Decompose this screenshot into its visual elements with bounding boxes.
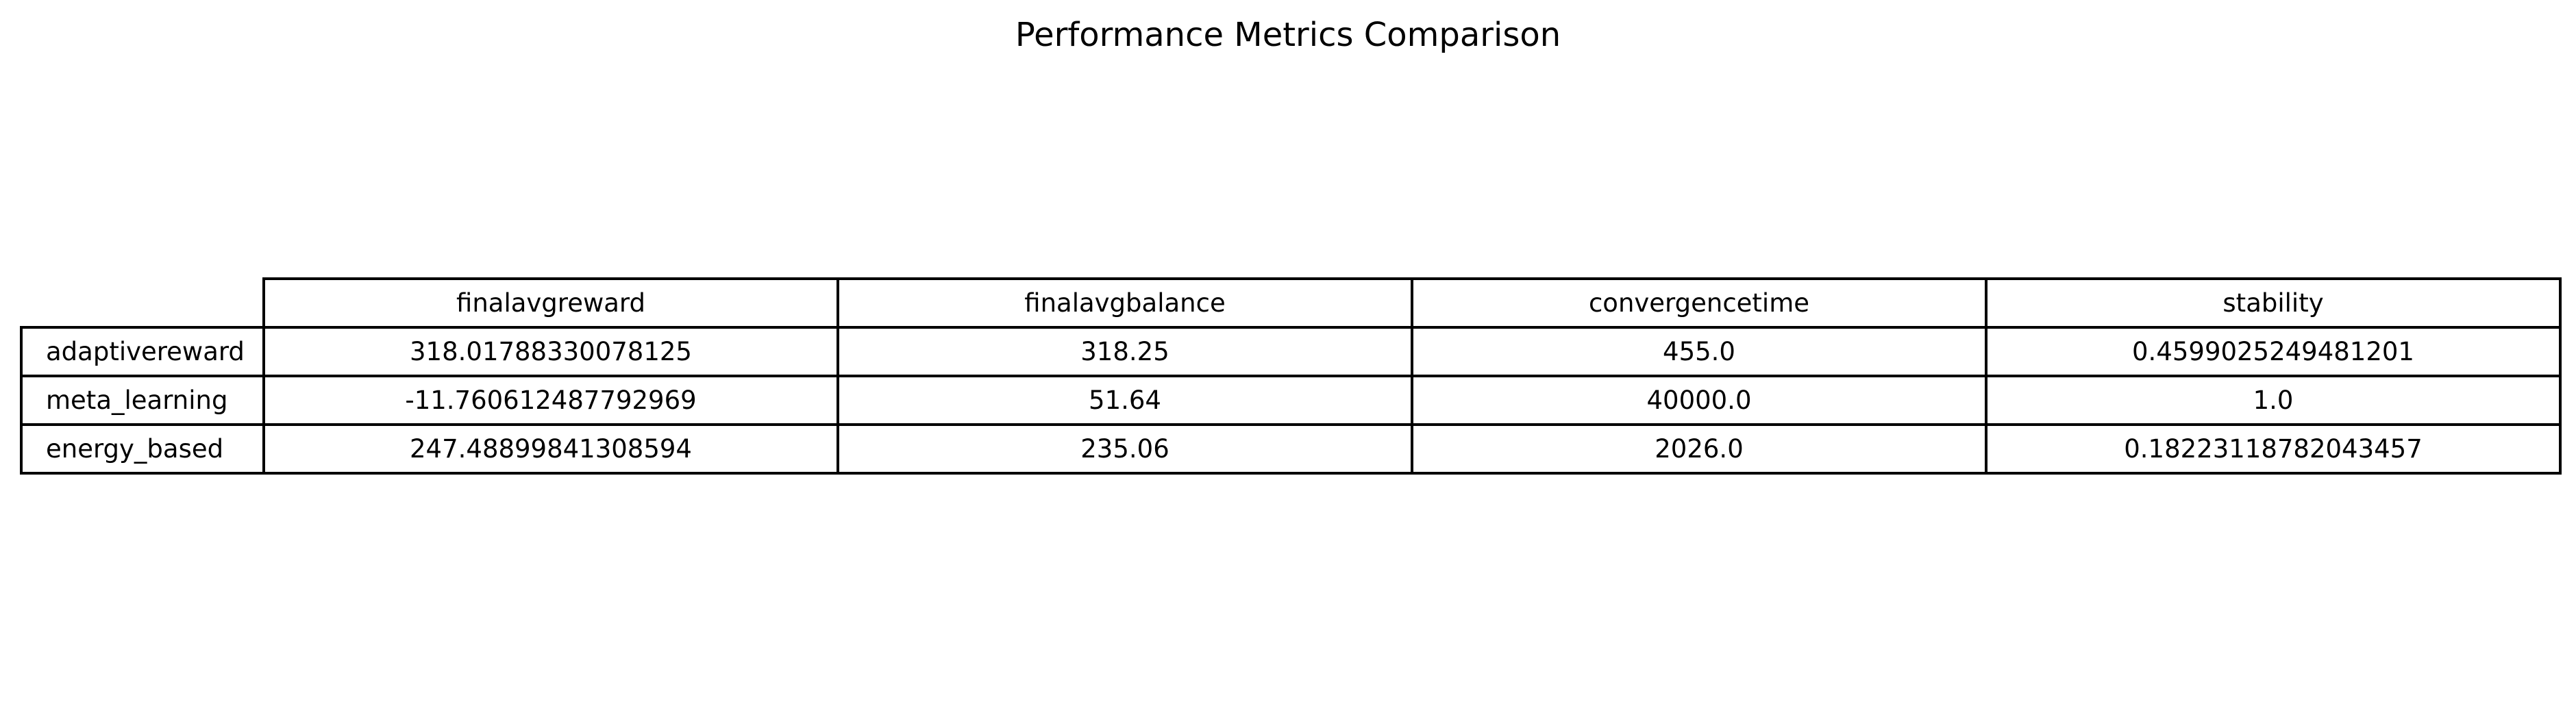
column-header: finalavgreward: [262, 277, 839, 329]
table-cell: 318.01788330078125: [262, 326, 839, 377]
table-cell: -11.760612487792969: [262, 375, 839, 426]
table-row: adaptivereward 318.01788330078125 318.25…: [20, 326, 2562, 377]
table-cell: 0.18223118782043457: [1985, 423, 2562, 475]
table-cell: 455.0: [1411, 326, 1987, 377]
table-cell: 40000.0: [1411, 375, 1987, 426]
table-cell: 0.4599025249481201: [1985, 326, 2562, 377]
table-header-row: finalavgreward finalavgbalance convergen…: [21, 277, 2562, 329]
table-corner-cell: [21, 279, 264, 327]
table-cell: 235.06: [837, 423, 1413, 475]
table-cell: 247.48899841308594: [262, 423, 839, 475]
table-row: meta_learning -11.760612487792969 51.64 …: [20, 375, 2562, 426]
metrics-table: finalavgreward finalavgbalance convergen…: [20, 277, 2562, 475]
row-header: adaptivereward: [20, 326, 265, 377]
table-cell: 51.64: [837, 375, 1413, 426]
column-header: convergencetime: [1411, 277, 1987, 329]
chart-title: Performance Metrics Comparison: [1015, 16, 1561, 54]
table-cell: 318.25: [837, 326, 1413, 377]
table-row: energy_based 247.48899841308594 235.06 2…: [20, 423, 2562, 475]
row-header: energy_based: [20, 423, 265, 475]
column-header: stability: [1985, 277, 2562, 329]
table-cell: 2026.0: [1411, 423, 1987, 475]
table-cell: 1.0: [1985, 375, 2562, 426]
row-header: meta_learning: [20, 375, 265, 426]
column-header: finalavgbalance: [837, 277, 1413, 329]
